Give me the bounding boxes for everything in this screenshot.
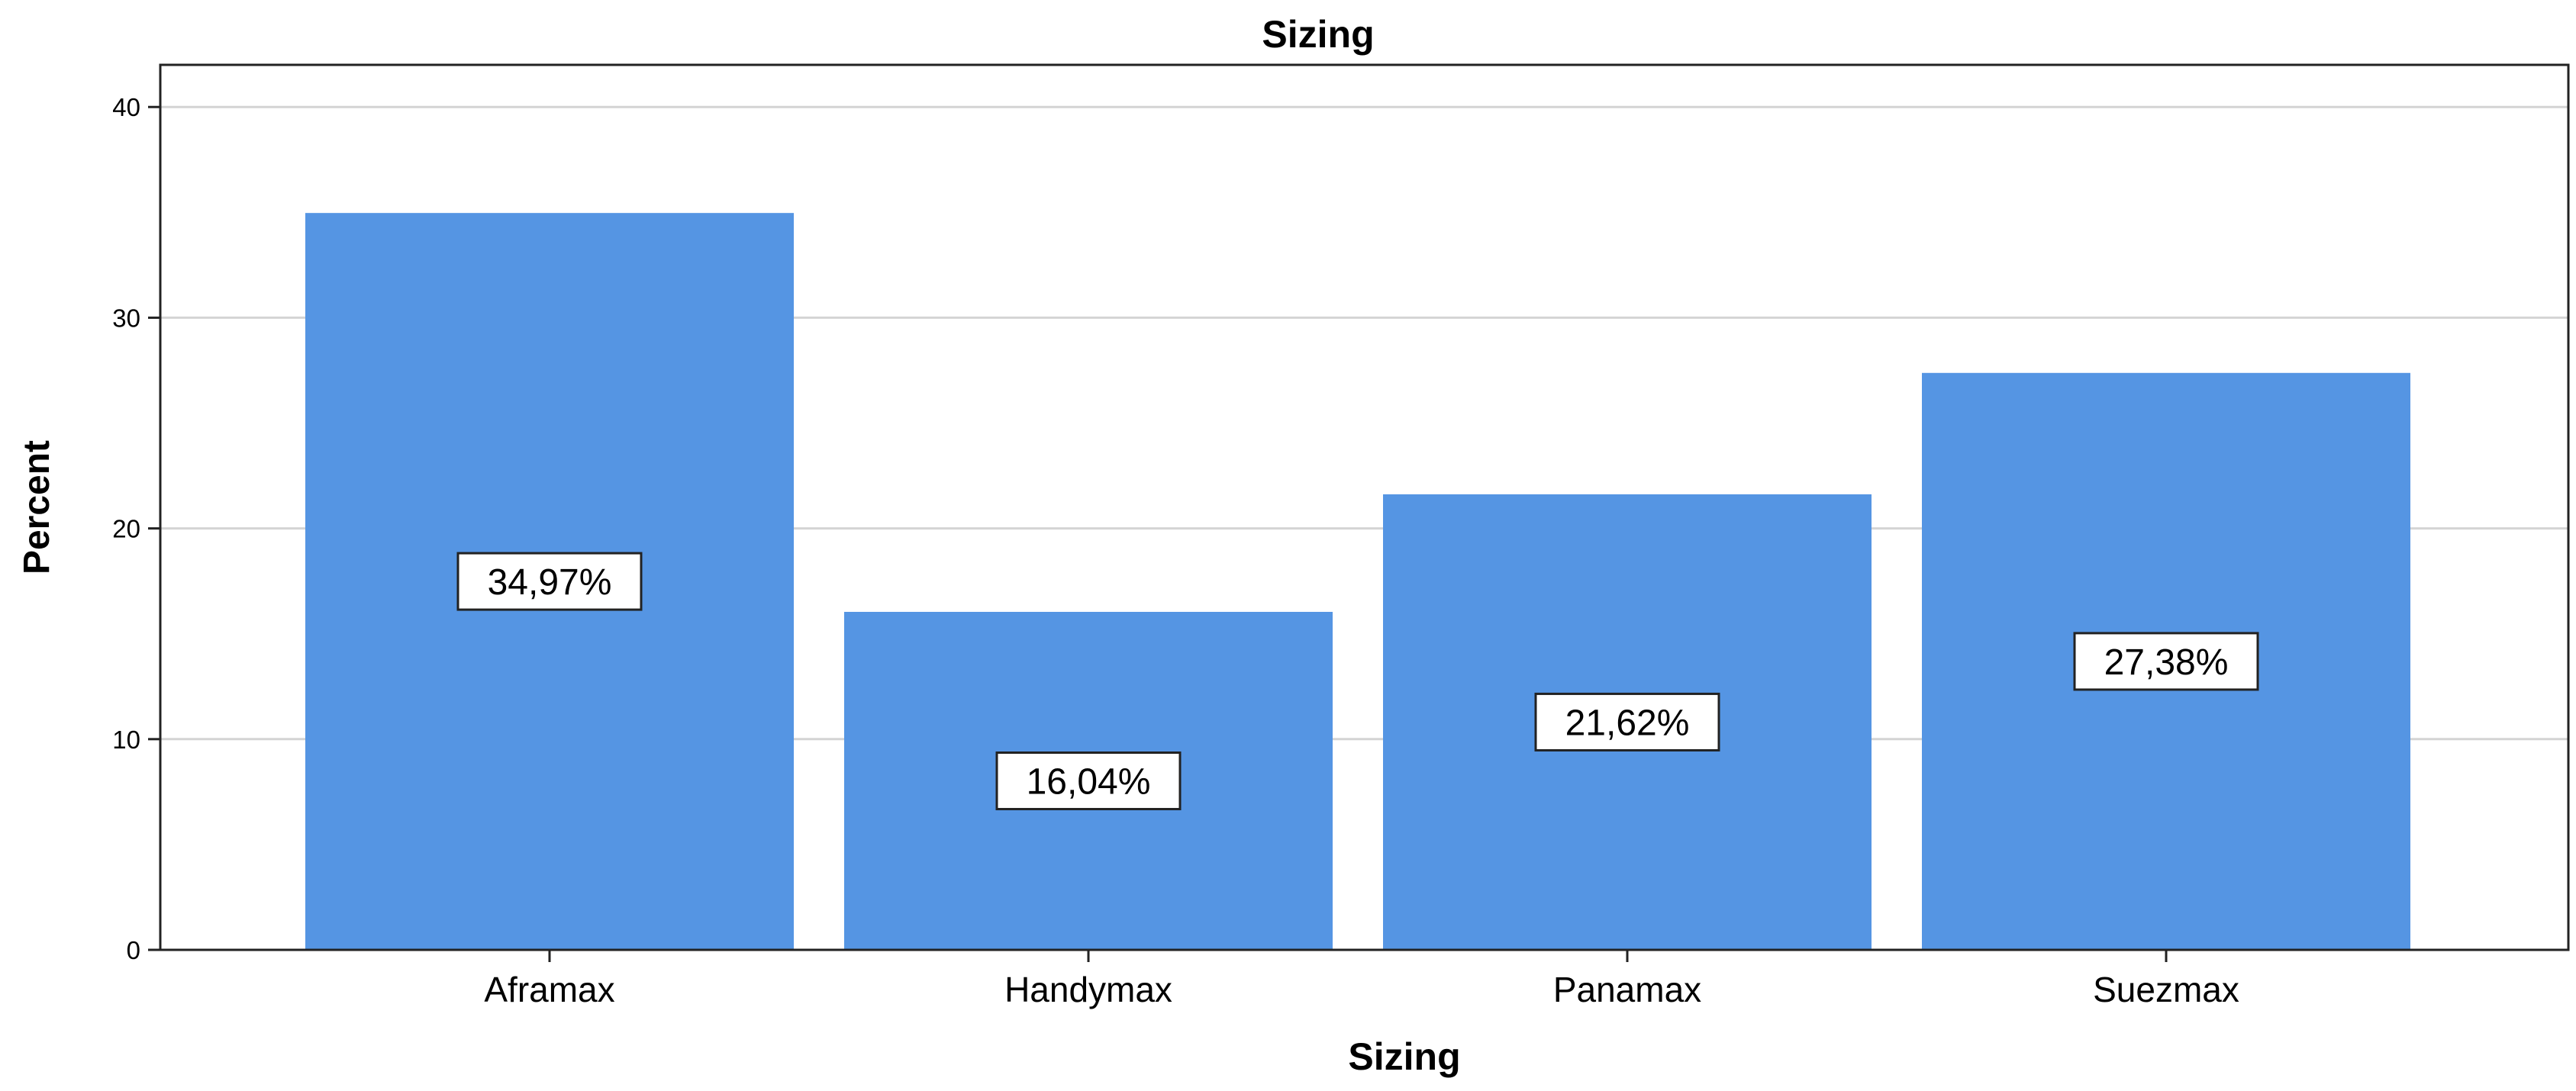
x-axis-label: Sizing [1348, 1035, 1460, 1078]
y-tick-label: 10 [112, 726, 140, 754]
x-tick-label-panamax: Panamax [1553, 970, 1701, 1009]
data-labels: 34,97% 16,04% 21,62% 27,38% [456, 552, 2259, 810]
data-label-box [456, 552, 643, 611]
data-label-box [995, 751, 1182, 810]
y-tick-label: 20 [112, 515, 140, 543]
x-tick-label-handymax: Handymax [1004, 970, 1172, 1009]
y-axis-ticks: 0 10 20 30 40 [112, 93, 160, 964]
y-tick-label: 0 [127, 936, 140, 964]
data-label-suezmax: 27,38% [2104, 642, 2229, 683]
y-tick-label: 40 [112, 93, 140, 121]
data-label-aframax: 34,97% [488, 562, 612, 603]
x-tick-label-aframax: Aframax [484, 970, 614, 1009]
data-label-box [1534, 692, 1720, 751]
x-tick-label-suezmax: Suezmax [2093, 970, 2239, 1009]
y-tick-label: 30 [112, 304, 140, 332]
data-label-handymax: 16,04% [1027, 761, 1151, 802]
data-label-panamax: 21,62% [1565, 703, 1690, 743]
y-axis-label: Percent [17, 440, 57, 574]
plot-frame [159, 63, 2570, 951]
x-axis-ticks: Aframax Handymax Panamax Suezmax [484, 950, 2239, 1009]
data-label-box [2073, 632, 2259, 691]
chart-title: Sizing [1262, 13, 1374, 56]
